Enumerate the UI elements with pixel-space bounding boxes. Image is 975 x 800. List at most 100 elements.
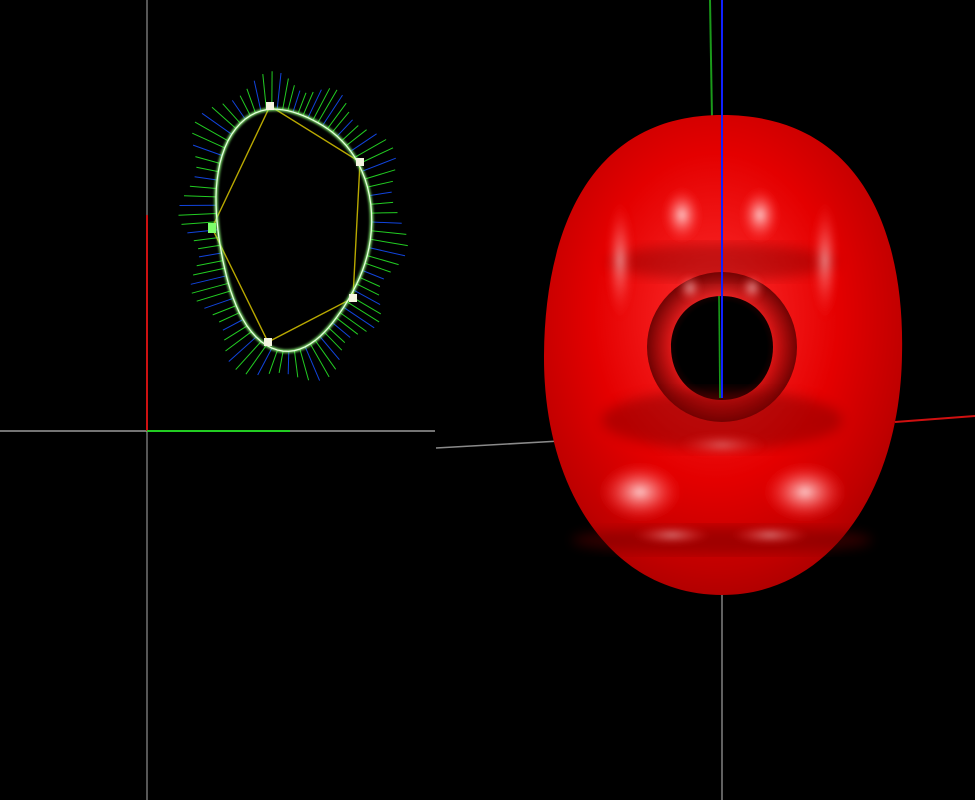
curve-normal [302,91,314,116]
torus-surface[interactable] [543,115,903,595]
curve-normal [201,112,232,135]
curve-normal [361,157,396,172]
control-point[interactable] [264,338,272,346]
curve-normal [322,94,343,126]
grid-line-x [435,440,561,449]
curve-normal [189,185,217,189]
curve-normal [345,129,367,146]
curve-normal [332,322,351,338]
curve-normal [178,213,217,216]
curve-normal [328,327,346,343]
curve-normal [218,312,240,323]
curve-normal [331,111,350,133]
curve-normal [222,319,244,331]
curve-normal [364,169,396,180]
curve-normal [339,312,367,332]
curve-normal [299,348,310,381]
y-axis-green [709,0,713,119]
curve-normal [194,121,229,142]
curve-normal [191,282,229,294]
curve-normal [253,80,262,112]
curve-normal [367,180,394,188]
curve-normal [350,133,377,152]
curve-normal [245,344,267,375]
curve-normal [335,317,359,335]
curve-normal [181,221,218,225]
curve-normal [212,305,237,316]
curve-normal [304,346,321,381]
curve-normal [211,106,237,129]
curve-normal [193,237,219,242]
curve-normal [314,340,337,370]
curve-normal [262,74,267,110]
curve-normal [222,103,241,124]
curve-normal [192,267,225,276]
curve-normal [224,325,248,341]
curve-normal [353,289,381,306]
curve-normal [362,270,384,280]
control-point[interactable] [356,158,364,166]
curve-normal [341,125,359,142]
control-point[interactable] [349,294,357,302]
curve-editor-view[interactable] [0,0,435,800]
curve-normal [370,201,394,205]
control-point[interactable] [208,223,216,233]
bspline-curve[interactable] [214,107,374,353]
curve-normal [354,139,387,158]
curve-normal [287,85,295,111]
curve-normal [358,147,394,165]
curve-normal [364,262,391,273]
curve-normal [293,350,299,378]
curve-normal [369,191,392,197]
control-polygon [211,104,361,343]
curve-normal [225,331,252,352]
curve-normal [371,230,407,235]
curve-normal [323,331,343,351]
curve-normal [198,244,221,250]
curve-normal [190,275,227,285]
curve-normal [282,78,289,110]
curve-normal [346,301,380,323]
curve-normal [257,347,273,376]
curve-normal [183,195,217,198]
curve-normal [370,238,408,247]
curve-normal [192,132,226,149]
y-axis-green-through [718,295,721,399]
curve-normal [192,144,223,156]
curve-normal [268,349,278,374]
curve-normal [287,351,290,375]
curve-normal [204,297,234,309]
curve-normal [194,176,218,181]
curve-normal [235,341,262,370]
curve-normal [231,100,246,120]
curve-normal [292,90,301,113]
curve-normal [319,336,340,361]
surface-preview-view[interactable] [435,0,975,800]
curve-normal [312,88,331,121]
curve-normal [239,95,251,116]
curve-normal [356,283,380,296]
curve-normal [196,260,223,267]
curve-normals [178,71,408,381]
bspline-curve-core [215,108,373,352]
curve-normal [343,306,375,329]
curve-normal [359,276,381,287]
curve-normal [367,255,399,266]
curve-normal [309,343,330,378]
curve-normal [278,351,284,373]
curve-normal [371,212,398,214]
curve-normal [228,336,257,362]
curve-normal [246,88,256,114]
control-point[interactable] [266,102,274,110]
curve-normal [336,119,353,137]
curve-normal [307,89,322,118]
curve-normal [195,156,221,164]
curve-normal [297,92,307,114]
curve-normal [327,102,347,129]
curve-normal [196,166,219,173]
curve-normal [317,89,338,123]
curve-normal [371,221,402,224]
x-axis-red [894,415,975,423]
